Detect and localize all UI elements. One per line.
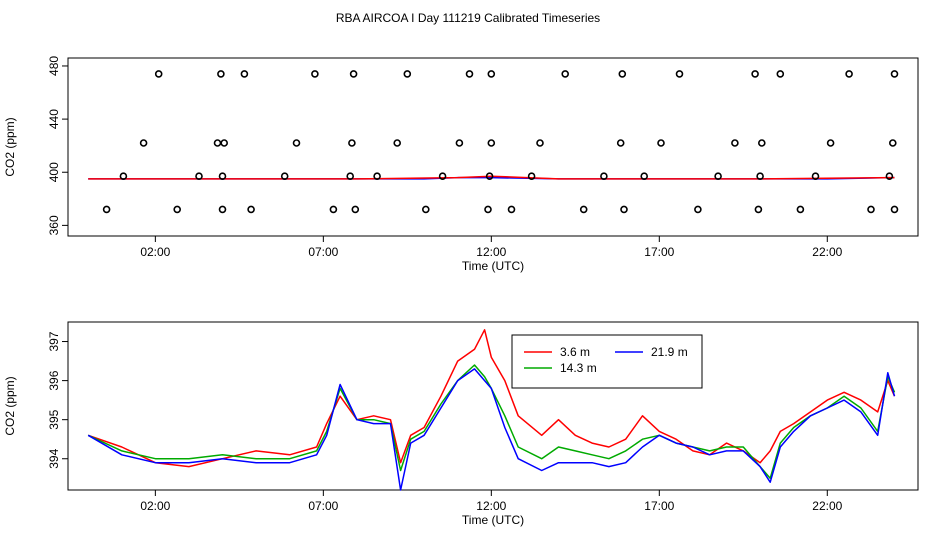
x-tick-label: 02:00 bbox=[140, 499, 170, 513]
data-point bbox=[536, 139, 544, 147]
data-point bbox=[484, 205, 492, 214]
data-point bbox=[455, 139, 464, 147]
data-point bbox=[240, 70, 249, 78]
data-point bbox=[195, 172, 203, 180]
data-point bbox=[220, 139, 228, 147]
data-point bbox=[731, 139, 739, 147]
data-point bbox=[811, 172, 820, 180]
data-point bbox=[600, 172, 608, 180]
data-point bbox=[751, 70, 759, 78]
x-tick-label: 22:00 bbox=[812, 499, 842, 513]
top-panel-scatter: 02:00 07:00 12:00 17:00 22:00 Time (UTC) 360 40… bbox=[3, 56, 919, 273]
data-point bbox=[675, 70, 684, 78]
data-point bbox=[348, 139, 356, 147]
data-point bbox=[487, 139, 496, 147]
y-axis-label: CO2 (ppm) bbox=[3, 376, 17, 435]
data-point bbox=[507, 205, 516, 214]
y-tick-label: 480 bbox=[47, 56, 61, 76]
data-point bbox=[218, 205, 227, 214]
data-point bbox=[756, 172, 764, 180]
data-point bbox=[438, 172, 447, 180]
x-axis-label: Time (UTC) bbox=[462, 259, 524, 273]
y-axis-label: CO2 (ppm) bbox=[3, 117, 17, 176]
y-tick-label: 394 bbox=[47, 448, 61, 468]
data-point bbox=[218, 172, 227, 180]
data-point bbox=[867, 205, 875, 214]
data-point bbox=[757, 139, 766, 147]
data-point bbox=[421, 205, 430, 214]
data-point bbox=[885, 172, 894, 180]
data-point bbox=[403, 70, 412, 78]
data-point bbox=[102, 205, 111, 214]
data-point bbox=[561, 70, 570, 78]
data-point bbox=[754, 205, 763, 214]
x-tick-label: 22:00 bbox=[812, 245, 842, 259]
data-point bbox=[311, 70, 319, 78]
data-point bbox=[845, 70, 853, 78]
data-point bbox=[694, 205, 702, 214]
x-tick-label: 17:00 bbox=[644, 245, 674, 259]
data-point bbox=[329, 205, 338, 214]
y-tick-label: 400 bbox=[47, 162, 61, 182]
data-point bbox=[247, 205, 255, 214]
data-point bbox=[616, 139, 625, 147]
x-tick-label: 12:00 bbox=[476, 245, 506, 259]
data-point bbox=[640, 172, 649, 180]
data-point bbox=[292, 139, 301, 147]
data-point bbox=[280, 172, 289, 180]
x-axis-label: Time (UTC) bbox=[462, 513, 524, 527]
data-point bbox=[485, 172, 494, 180]
data-point bbox=[119, 172, 128, 180]
legend: 3.6 m 14.3 m 21.9 m bbox=[511, 334, 703, 389]
data-point bbox=[618, 70, 627, 78]
data-point bbox=[620, 205, 628, 214]
data-point bbox=[154, 70, 163, 78]
data-point bbox=[465, 70, 474, 78]
series-line-1 bbox=[88, 175, 895, 180]
data-point bbox=[776, 70, 785, 78]
data-point bbox=[657, 139, 665, 147]
chart-title: RBA AIRCOA I Day 111219 Calibrated Times… bbox=[336, 11, 600, 25]
data-point bbox=[826, 139, 835, 147]
data-point bbox=[890, 205, 899, 214]
data-point bbox=[527, 172, 536, 180]
legend-label: 21.9 m bbox=[651, 345, 688, 359]
y-tick-label: 396 bbox=[47, 370, 61, 390]
y-tick-label: 440 bbox=[47, 109, 61, 129]
plot-frame bbox=[67, 57, 919, 237]
data-point bbox=[351, 205, 360, 214]
legend-label: 3.6 m bbox=[560, 345, 590, 359]
data-point bbox=[349, 70, 358, 78]
y-tick-label: 397 bbox=[47, 331, 61, 351]
data-point bbox=[890, 70, 899, 78]
y-tick-label: 360 bbox=[47, 215, 61, 235]
data-point bbox=[888, 139, 897, 147]
series-line-36m bbox=[87, 329, 896, 468]
data-point bbox=[213, 139, 222, 147]
series-line-219m bbox=[87, 368, 896, 491]
data-point bbox=[173, 205, 181, 214]
plot-frame bbox=[67, 321, 919, 491]
data-point bbox=[487, 70, 496, 78]
data-point bbox=[579, 205, 588, 214]
data-point bbox=[714, 172, 722, 180]
data-point bbox=[796, 205, 805, 214]
data-point bbox=[346, 172, 355, 180]
bottom-panel-line: 02:00 07:00 12:00 17:00 22:00 Time (UTC) 394 39… bbox=[3, 321, 919, 527]
legend-label: 14.3 m bbox=[560, 361, 597, 375]
x-tick-label: 07:00 bbox=[308, 245, 338, 259]
data-point bbox=[373, 172, 381, 180]
x-tick-label: 02:00 bbox=[140, 245, 170, 259]
data-point bbox=[139, 139, 148, 147]
data-point bbox=[393, 139, 402, 147]
y-tick-label: 395 bbox=[47, 409, 61, 429]
data-point bbox=[217, 70, 225, 78]
legend-box bbox=[511, 334, 703, 389]
x-tick-label: 07:00 bbox=[308, 499, 338, 513]
series-line-143m bbox=[87, 364, 896, 480]
x-tick-label: 12:00 bbox=[476, 499, 506, 513]
x-tick-label: 17:00 bbox=[644, 499, 674, 513]
